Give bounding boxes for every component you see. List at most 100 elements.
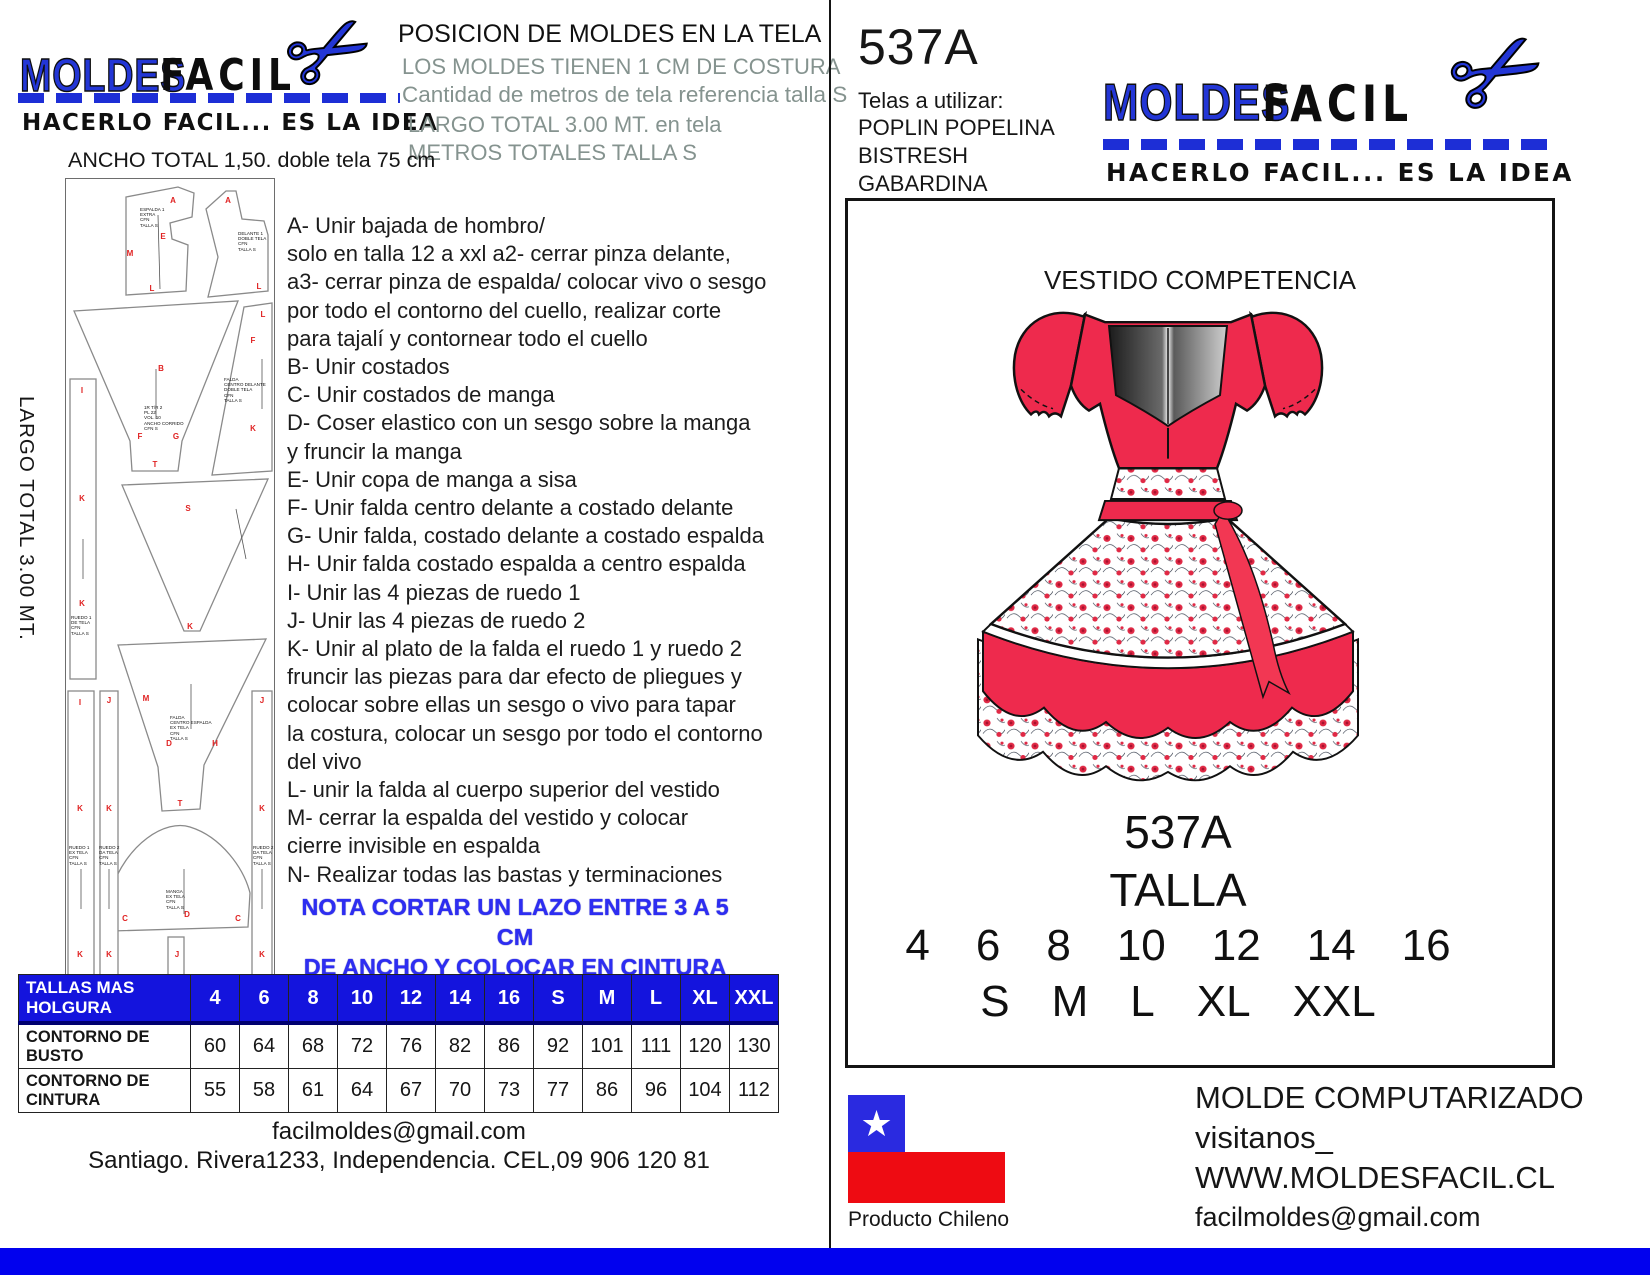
pattern-letter: K — [79, 599, 85, 608]
letter-sizes-row: S M L XL XXL — [848, 977, 1508, 1027]
footer-email: facilmoldes@gmail.com — [1195, 1202, 1481, 1232]
pattern-pieces: A E M L A L B F G T L F K I K K K S M H … — [67, 186, 273, 1002]
waist-value: 67 — [386, 1068, 436, 1113]
size-option: XL — [1196, 977, 1251, 1026]
sleeve-stitch-right — [1282, 388, 1316, 410]
bust-value: 92 — [533, 1022, 583, 1069]
pattern-letter: L — [150, 284, 155, 293]
chile-flag-star-icon: ★ — [848, 1095, 905, 1152]
pattern-letter: T — [178, 799, 183, 808]
piece-label: DELANTE 1 DOBLE TELA CFN TALLA S — [238, 231, 267, 252]
pattern-layout-diagram: A E M L A L B F G T L F K I K K K S M H … — [65, 178, 275, 1008]
instruction-line: A- Unir bajada de hombro/ — [287, 213, 546, 238]
pattern-letter: H — [212, 739, 218, 748]
piece-label: ESPALDA 1 EXTRA CFN TALLA S — [140, 207, 165, 228]
pattern-letter: K — [259, 804, 265, 813]
instruction-line: M- cerrar la espalda del vestido y coloc… — [287, 805, 689, 831]
pattern-letter: K — [106, 804, 112, 813]
piece-ruffle-strip-4 — [251, 690, 273, 984]
contact-address: Santiago. Rivera1233, Independencia. CEL… — [88, 1147, 710, 1174]
pattern-letter: S — [185, 504, 191, 513]
size-option: 16 — [1401, 921, 1451, 970]
pattern-letter: K — [259, 950, 265, 959]
waist-row-label: CONTORNO DE CINTURA — [18, 1068, 191, 1113]
instruction-line: solo en talla 12 a xxl a2- cerrar pinza … — [287, 241, 731, 267]
pattern-letter: J — [175, 950, 179, 959]
size-option: 4 — [905, 921, 930, 970]
fabric-item: BISTRESH — [858, 143, 969, 168]
pattern-letter: G — [173, 432, 179, 441]
piece-bodice-back — [125, 186, 195, 296]
instruction-line: H- Unir falda costado espalda a centro e… — [287, 551, 746, 577]
chile-flag-red-stripe — [848, 1152, 1005, 1203]
bottom-blue-bar — [0, 1248, 1650, 1275]
instruction-line: B- Unir costados — [287, 354, 450, 380]
garment-code: 537A — [1124, 806, 1232, 858]
logo-facil-left: FACIL — [160, 50, 296, 101]
size-col: 10 — [337, 974, 387, 1025]
fabrics-list: POPLIN POPELINA BISTRESH GABARDINA — [858, 114, 1055, 198]
pattern-letter: E — [160, 232, 166, 241]
pattern-letter: K — [77, 804, 83, 813]
pattern-letter: L — [257, 282, 262, 291]
piece-label: RUEDO 2 DA TELA CFN TALLA S — [99, 845, 120, 866]
pattern-letter: A — [225, 196, 231, 205]
pattern-letter: M — [143, 694, 150, 703]
bust-value: 64 — [239, 1022, 289, 1069]
size-col: 12 — [386, 974, 436, 1025]
waist-value: 55 — [190, 1068, 240, 1113]
bust-value: 68 — [288, 1022, 338, 1069]
pattern-letter: F — [251, 336, 256, 345]
logo-moldes-left: MOLDES — [19, 48, 187, 102]
pattern-letter: J — [260, 696, 264, 705]
garment-title: VESTIDO COMPETENCIA — [1043, 265, 1357, 295]
bust-value: 111 — [631, 1022, 681, 1069]
fabric-item: POPLIN POPELINA — [858, 115, 1055, 140]
instruction-line: a3- cerrar pinza de espalda/ colocar viv… — [287, 269, 767, 295]
waist-value: 58 — [239, 1068, 289, 1113]
size-col: XXL — [729, 974, 779, 1025]
bust-row-label: CONTORNO DE BUSTO — [18, 1022, 191, 1069]
fabric-width-label: ANCHO TOTAL 1,50. doble tela 75 cm — [68, 148, 436, 172]
footer-line: MOLDE COMPUTARIZADO — [1195, 1080, 1584, 1115]
instruction-line: G- Unir falda, costado delante a costado… — [287, 523, 764, 549]
piece-ruffle-strip-2 — [67, 690, 95, 984]
bust-value: 72 — [337, 1022, 387, 1069]
size-option: 6 — [975, 921, 1001, 970]
pattern-letter: C — [235, 914, 241, 923]
total-meters-note: METROS TOTALES TALLA S — [408, 140, 697, 165]
instruction-line: colocar sobre ellas un sesgo o vivo para… — [287, 692, 736, 718]
size-col: 16 — [484, 974, 534, 1025]
instruction-line: F- Unir falda centro delante a costado d… — [287, 495, 734, 521]
logo-dashed-line — [18, 93, 400, 103]
piece-label: MANGA EX TELA CFN TALLA S — [166, 889, 185, 910]
pattern-letter: B — [158, 364, 164, 373]
fabric-position-title: POSICION DE MOLDES EN LA TELA — [398, 20, 822, 48]
skirt — [988, 516, 1348, 659]
size-col: L — [631, 974, 681, 1025]
instruction-line: I- Unir las 4 piezas de ruedo 1 — [287, 579, 581, 605]
size-option: M — [1051, 977, 1089, 1026]
instruction-line: N- Realizar todas las bastas y terminaci… — [287, 861, 723, 887]
bust-value: 76 — [386, 1022, 436, 1069]
footer-line: visitanos_ — [1195, 1120, 1333, 1155]
seam-allowance-note: LOS MOLDES TIENEN 1 CM DE COSTURA — [402, 54, 841, 79]
logo-moldes-right: MOLDES — [1102, 73, 1291, 133]
piece-ruffle-strip-3 — [99, 690, 119, 984]
numeric-sizes-row: 4 6 8 10 12 14 16 — [848, 921, 1508, 971]
instruction-line: y fruncir la manga — [287, 438, 462, 464]
sash-ribbon — [1214, 509, 1291, 700]
size-col: S — [533, 974, 583, 1025]
midriff-band — [1109, 467, 1227, 500]
instruction-line: del vivo — [287, 748, 362, 774]
size-col: 8 — [288, 974, 338, 1025]
instruction-line: L- unir la falda al cuerpo superior del … — [287, 777, 720, 803]
bust-value: 82 — [435, 1022, 485, 1069]
size-col: XL — [680, 974, 730, 1025]
piece-label: 1R T/R 2 PL 22 VOL. 10 ANCHO CORRIDO CFN… — [144, 405, 184, 431]
instruction-line: para tajalí y contornear todo el cuello — [287, 325, 648, 351]
piece-skirt-side — [211, 302, 273, 476]
scissors-icon: ✂ — [1427, 0, 1568, 149]
size-col: M — [582, 974, 632, 1025]
piece-skirt-wedge-down — [121, 478, 270, 632]
